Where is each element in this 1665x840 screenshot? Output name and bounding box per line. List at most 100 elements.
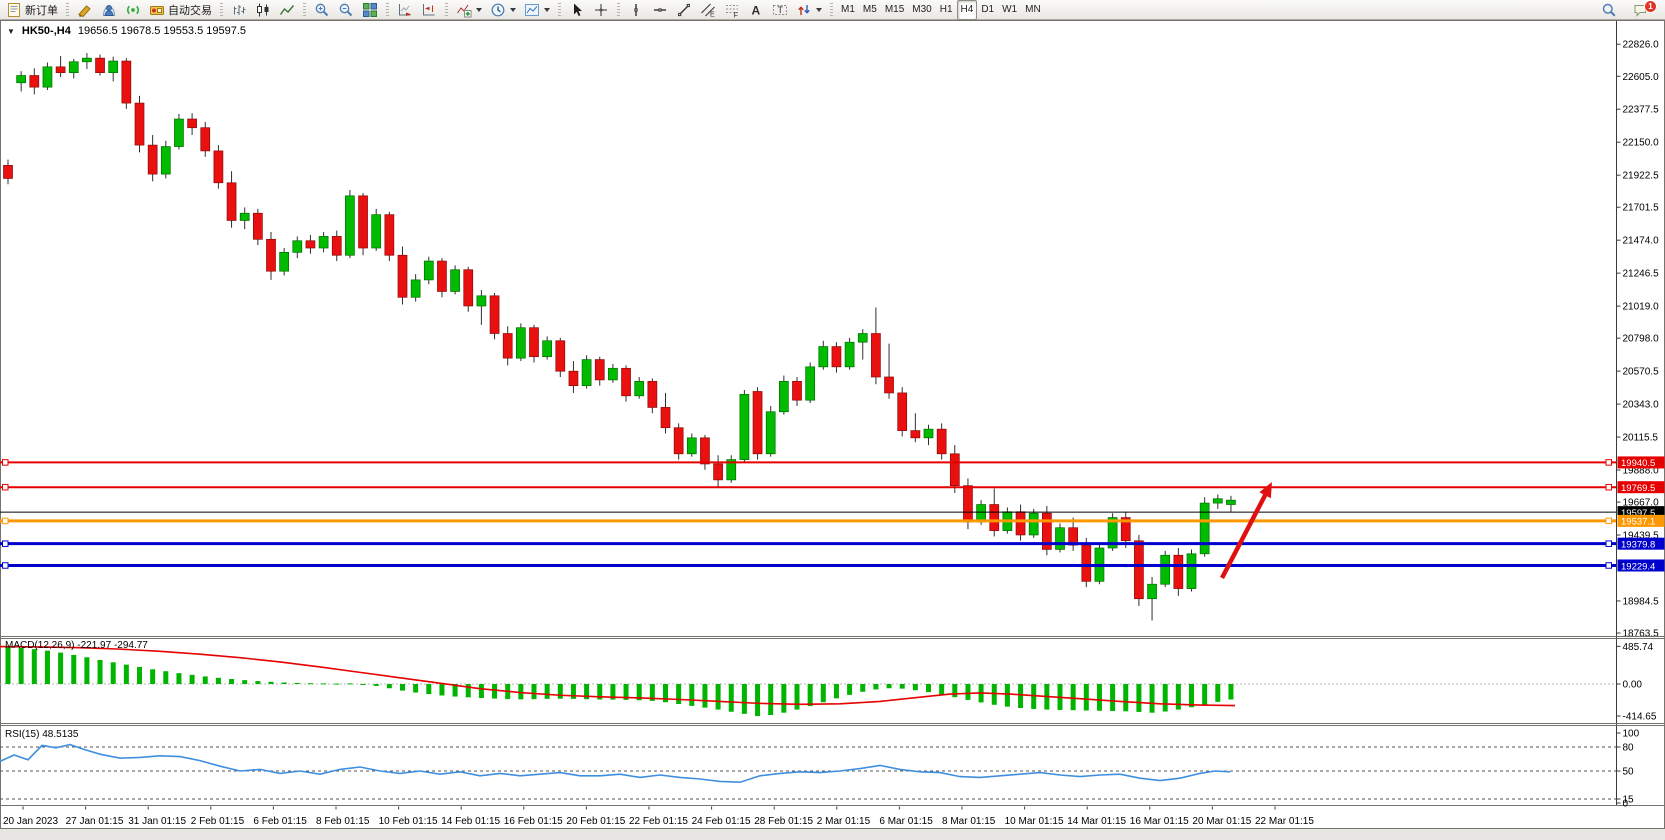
macd-histogram-bar	[373, 684, 379, 686]
price-axis[interactable]	[1617, 21, 1664, 806]
candle	[1186, 553, 1197, 589]
price-badge	[1617, 514, 1665, 527]
date-axis-label: 16 Feb 01:15	[504, 816, 563, 827]
macd-histogram-bar	[281, 682, 287, 684]
annotation-arrow-head[interactable]	[1259, 482, 1272, 499]
horizontal-line-icon	[654, 7, 666, 12]
timeframe-m15-button[interactable]: M15	[881, 0, 908, 20]
macd-histogram-bar	[492, 684, 498, 699]
notification-count-badge: 1	[1644, 0, 1657, 13]
timeframe-m15-button-label: M15	[884, 4, 905, 15]
price-axis-label: 19439.5	[1623, 531, 1660, 542]
candle	[647, 380, 658, 408]
signals-button[interactable]	[121, 0, 145, 20]
auto-trading-button[interactable]: 自动交易	[145, 0, 216, 20]
candle	[239, 212, 250, 221]
date-axis-label: 22 Feb 01:15	[629, 816, 688, 827]
chart-background	[0, 20, 1665, 829]
rsi-axis-label: 15	[1623, 795, 1635, 806]
price-line-handle[interactable]	[1605, 517, 1612, 525]
signals-icon	[127, 5, 139, 14]
metaeditor-button[interactable]	[73, 0, 97, 20]
macd-histogram-bar	[44, 650, 50, 684]
candle	[1173, 554, 1184, 589]
templates-button[interactable]	[520, 0, 554, 20]
timeframe-m1-button[interactable]: M1	[837, 0, 859, 20]
candle	[331, 236, 342, 256]
timeframe-m5-button[interactable]: M5	[859, 0, 881, 20]
candle	[371, 214, 382, 249]
macd-histogram-bar	[294, 682, 300, 684]
candle	[634, 380, 645, 397]
horizontal-line-button[interactable]	[648, 0, 672, 20]
price-line-handle[interactable]	[1605, 459, 1612, 466]
candle	[1081, 544, 1092, 582]
text-button[interactable]: A	[744, 0, 768, 20]
date-axis[interactable]	[1, 806, 1616, 828]
arrows-button[interactable]	[792, 0, 826, 20]
search-button[interactable]	[1597, 0, 1621, 20]
auto-scroll-button[interactable]	[393, 0, 417, 20]
zoom-in-button[interactable]	[310, 0, 334, 20]
date-axis-label: 31 Jan 01:15	[128, 816, 186, 827]
bar-chart-button[interactable]	[227, 0, 251, 20]
trendline-button[interactable]	[672, 0, 696, 20]
candle	[752, 391, 763, 455]
timeframe-h1-button-label: H1	[939, 4, 953, 15]
new-order-button[interactable]: 新订单	[2, 0, 62, 20]
equidistant-channel-button[interactable]: E	[696, 0, 720, 20]
notifications-button[interactable]: 1	[1629, 0, 1657, 20]
date-axis-label: 6 Feb 01:15	[253, 816, 307, 827]
line-chart-button[interactable]	[275, 0, 299, 20]
candle	[16, 75, 26, 84]
cursor-button[interactable]	[565, 0, 589, 20]
price-axis-label: 20570.5	[1623, 367, 1660, 378]
candle	[279, 251, 289, 272]
crosshair-button[interactable]	[589, 0, 613, 20]
chevron-down-icon	[816, 7, 822, 12]
price-line-handle[interactable]	[2, 562, 9, 569]
rsi-axis-label: 0	[1623, 799, 1629, 810]
periods-button[interactable]	[486, 0, 520, 20]
timeframe-d1-button[interactable]: D1	[977, 0, 998, 20]
macd-histogram-bar	[360, 684, 366, 685]
timeframe-w1-button[interactable]: W1	[998, 0, 1021, 20]
price-line-handle[interactable]	[1605, 540, 1612, 547]
price-line-handle[interactable]	[1605, 483, 1612, 491]
price-line-handle[interactable]	[2, 517, 9, 525]
candle	[502, 333, 513, 359]
community-button[interactable]	[97, 0, 121, 20]
timeframe-h1-button[interactable]: H1	[936, 0, 957, 20]
candlestick-chart-button[interactable]	[251, 0, 275, 20]
timeframe-d1-button-label: D1	[981, 4, 995, 15]
candle	[778, 380, 789, 413]
candle	[976, 504, 986, 523]
macd-histogram-bar	[807, 684, 813, 707]
toolbar-separator	[386, 2, 389, 17]
price-line-handle[interactable]	[2, 483, 9, 491]
fibonacci-button[interactable]: F	[720, 0, 744, 20]
tile-windows-button[interactable]	[358, 0, 382, 20]
date-axis-label: 14 Mar 01:15	[1067, 816, 1126, 827]
zoom-out-button[interactable]	[334, 0, 358, 20]
timeframe-mn-button[interactable]: MN	[1021, 0, 1045, 20]
timeframe-h4-button[interactable]: H4	[956, 0, 978, 20]
chart-shift-button[interactable]	[417, 0, 441, 20]
date-axis-label: 22 Mar 01:15	[1255, 816, 1314, 827]
vertical-line-button[interactable]	[624, 0, 648, 20]
candle	[108, 60, 119, 73]
collapse-icon[interactable]: ▼	[7, 26, 15, 36]
timeframe-m30-button[interactable]: M30	[908, 0, 935, 20]
candle	[95, 57, 105, 73]
price-line-handle[interactable]	[1605, 562, 1612, 569]
text-label-button[interactable]: T	[768, 0, 792, 20]
price-line-handle[interactable]	[2, 459, 9, 466]
annotation-arrow-shaft[interactable]	[1220, 491, 1269, 580]
macd-histogram-bar	[229, 679, 235, 684]
candle	[529, 327, 539, 358]
candle	[884, 376, 894, 394]
indicators-button[interactable]	[452, 0, 486, 20]
price-line-handle[interactable]	[2, 540, 9, 547]
metaeditor-icon	[78, 4, 91, 17]
